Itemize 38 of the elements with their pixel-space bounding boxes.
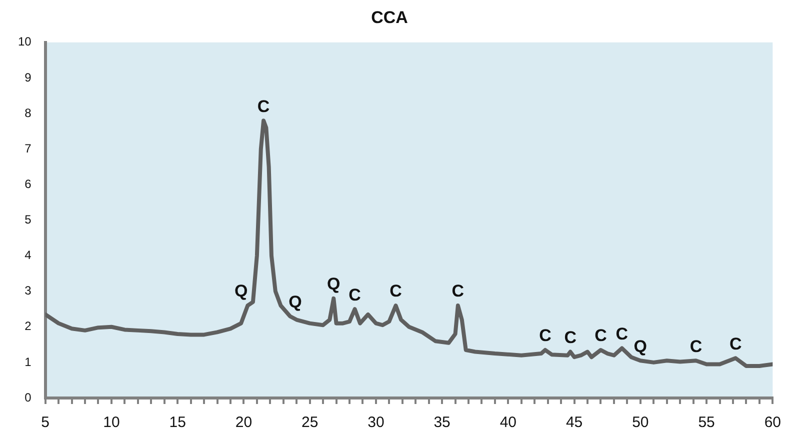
y-tick-label: 6	[24, 176, 32, 191]
y-tick-label: 3	[24, 284, 32, 298]
annotation: C	[616, 324, 628, 344]
annotation: C	[452, 282, 464, 301]
x-tick-label: 35	[434, 414, 450, 432]
y-tick-label: 10	[18, 34, 32, 49]
x-tick-label: 25	[301, 414, 318, 432]
annotation: C	[729, 334, 742, 354]
annotation: C	[257, 96, 270, 116]
x-tick-label: 10	[103, 414, 120, 432]
x-tick-label: 45	[566, 414, 583, 432]
x-tick-label: 5	[41, 414, 50, 432]
y-tick-label: 9	[24, 70, 32, 84]
y-tick-label: 1	[24, 354, 32, 369]
annotation: Q	[288, 292, 302, 312]
x-tick-label: 30	[368, 414, 384, 432]
annotation: Q	[234, 282, 248, 301]
chart-title: CCA	[371, 8, 408, 27]
y-tick-label: 7	[24, 141, 32, 156]
y-tick-label: 5	[24, 212, 32, 227]
annotation: C	[539, 326, 552, 346]
x-tick-label: 55	[698, 414, 715, 432]
annotation: C	[564, 328, 576, 347]
x-tick-label: 20	[235, 414, 252, 432]
x-tick-label: 40	[500, 414, 517, 432]
y-tick-label: 0	[24, 390, 32, 404]
x-tick-label: 15	[169, 414, 186, 432]
y-tick-label: 8	[24, 106, 32, 120]
y-tick-label: 4	[24, 248, 32, 262]
annotation: Q	[327, 274, 340, 294]
annotation: C	[594, 326, 607, 346]
y-tick-label: 2	[24, 319, 32, 334]
annotation: C	[690, 336, 702, 356]
annotation: C	[390, 282, 402, 301]
annotation: C	[348, 285, 361, 304]
annotation: Q	[634, 336, 648, 356]
x-tick-label: 60	[764, 414, 781, 432]
x-tick-label: 50	[632, 414, 649, 432]
